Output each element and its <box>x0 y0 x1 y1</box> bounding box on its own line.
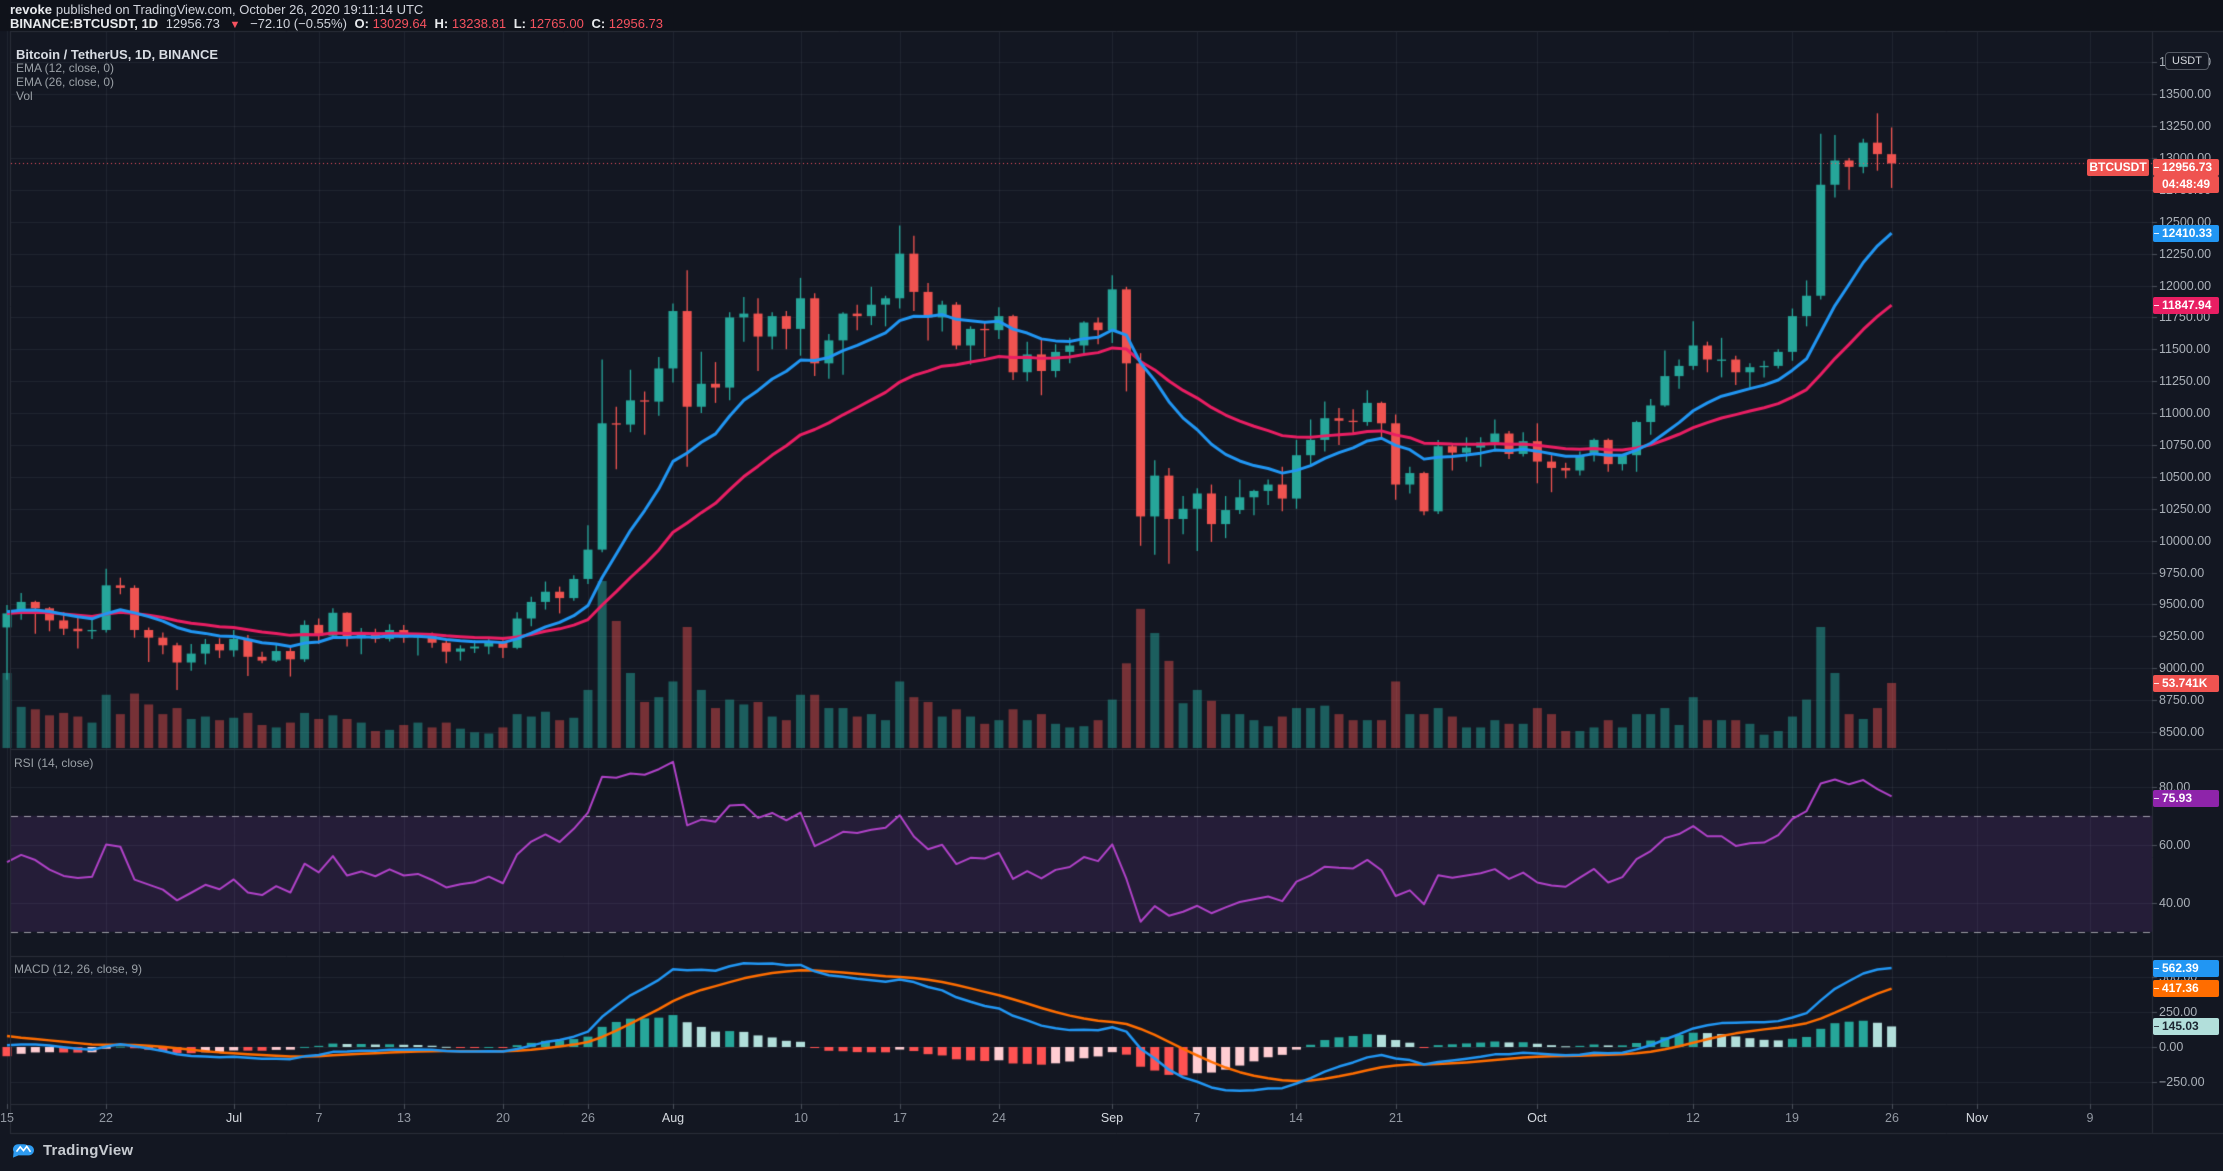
macd-legend[interactable]: MACD (12, 26, close, 9) <box>14 962 143 976</box>
time-axis-label: 10 <box>794 1111 808 1125</box>
rsi-axis-label: 40.00 <box>2159 896 2191 910</box>
macd-signal-badge: 417.36 <box>2153 980 2219 997</box>
time-axis-label: 20 <box>496 1111 510 1125</box>
direction-down-icon: ▼ <box>229 19 241 31</box>
time-axis-label: Nov <box>1965 1111 1989 1125</box>
time-axis-label: 19 <box>1785 1111 1799 1125</box>
open-value: 13029.64 <box>372 16 427 31</box>
time-axis-label: Jul <box>226 1111 242 1125</box>
publish-note: published on TradingView.com, October 26… <box>55 2 424 17</box>
time-axis-label: 13 <box>397 1111 411 1125</box>
price-axis-label: 11250.00 <box>2159 374 2211 388</box>
close-value: 12956.73 <box>608 16 664 31</box>
macd-axis-label: 0.00 <box>2159 1040 2184 1054</box>
price-axis-label: 9250.00 <box>2159 629 2205 643</box>
volume-value-badge: 53.741K <box>2153 675 2219 692</box>
time-axis-label: 7 <box>1193 1111 1201 1125</box>
open-label: O: <box>354 16 369 31</box>
price-axis-label: 12250.00 <box>2159 247 2212 261</box>
time-axis-label: 15 <box>0 1111 14 1125</box>
price-axis-label: 11500.00 <box>2159 342 2211 356</box>
legend-volume[interactable]: Vol <box>16 89 33 103</box>
price-axis-label: 11000.00 <box>2159 406 2211 420</box>
ema12-value-badge: 12410.33 <box>2153 225 2219 242</box>
time-axis-label: 22 <box>99 1111 113 1125</box>
close-label: C: <box>591 16 606 31</box>
symbol-header: BINANCE:BTCUSDT, 1D 12956.73 ▼ −72.10 (−… <box>10 16 667 31</box>
ema26-value-badge: 11847.94 <box>2153 297 2219 314</box>
price-axis-label: 13250.00 <box>2159 119 2212 133</box>
price-axis-label: 12000.00 <box>2159 279 2212 293</box>
price-axis-label: 8750.00 <box>2159 693 2205 707</box>
symbol-price-label: BTCUSDT <box>2087 159 2149 176</box>
time-axis-label: 24 <box>992 1111 1006 1125</box>
price-change: −72.10 (−0.55%) <box>250 16 347 31</box>
price-axis-label: 9750.00 <box>2159 566 2205 580</box>
price-axis-label: 13500.00 <box>2159 87 2212 101</box>
macd-axis-label: −250.00 <box>2159 1075 2205 1089</box>
time-axis-label: 14 <box>1289 1111 1303 1125</box>
main-legend-title[interactable]: Bitcoin / TetherUS, 1D, BINANCE <box>16 47 219 62</box>
price-axis-label: 10750.00 <box>2159 438 2212 452</box>
rsi-value-badge: 75.93 <box>2153 790 2219 807</box>
last-price: 12956.73 <box>165 16 220 31</box>
low-label: L: <box>513 16 526 31</box>
rsi-legend[interactable]: RSI (14, close) <box>14 756 94 770</box>
time-axis-label: 26 <box>581 1111 595 1125</box>
legend-ema12[interactable]: EMA (12, close, 0) <box>16 61 115 75</box>
last-price-badge: 12956.73 <box>2153 159 2219 176</box>
countdown-badge: 04:48:49 <box>2153 176 2219 193</box>
time-axis-label: 26 <box>1885 1111 1899 1125</box>
symbol-name: BINANCE:BTCUSDT, 1D <box>10 16 159 31</box>
low-value: 12765.00 <box>529 16 584 31</box>
price-axis-label: 10000.00 <box>2159 534 2212 548</box>
publish-header: revoke published on TradingView.com, Octo… <box>10 2 427 17</box>
high-value: 13238.81 <box>451 16 507 31</box>
time-axis-label: 17 <box>893 1111 907 1125</box>
macd-hist-badge: 145.03 <box>2153 1018 2219 1035</box>
time-axis-label: Aug <box>661 1111 685 1125</box>
time-axis-label: 12 <box>1686 1111 1700 1125</box>
time-axis-label: 7 <box>315 1111 323 1125</box>
time-axis-label: Sep <box>1100 1111 1124 1125</box>
price-axis-label: 9000.00 <box>2159 661 2205 675</box>
macd-axis-label: 250.00 <box>2159 1005 2198 1019</box>
price-axis-label: 8500.00 <box>2159 725 2205 739</box>
legend-ema26[interactable]: EMA (26, close, 0) <box>16 75 115 89</box>
footer-brand[interactable]: TradingView <box>43 1142 134 1159</box>
macd-value-badge: 562.39 <box>2153 960 2219 977</box>
rsi-axis-label: 60.00 <box>2159 838 2191 852</box>
high-label: H: <box>434 16 449 31</box>
tradingview-logo-icon[interactable] <box>12 1142 35 1159</box>
currency-toggle-button[interactable]: USDT <box>2165 52 2209 70</box>
time-axis-label: 21 <box>1389 1111 1403 1125</box>
author-name: revoke <box>10 2 52 17</box>
time-axis-label: 9 <box>2086 1111 2094 1125</box>
footer: TradingView <box>12 1142 133 1159</box>
time-axis-label: Oct <box>1527 1111 1547 1125</box>
price-axis-label: 10500.00 <box>2159 470 2212 484</box>
price-axis-label: 10250.00 <box>2159 502 2212 516</box>
price-axis-label: 9500.00 <box>2159 597 2205 611</box>
